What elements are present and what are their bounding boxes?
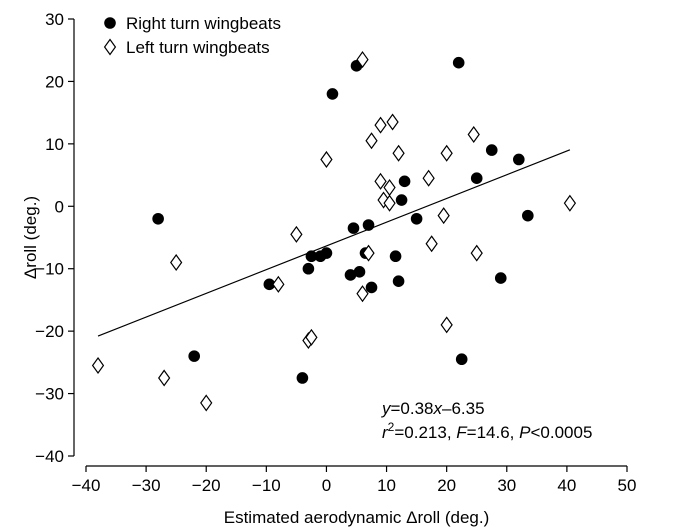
right-turn-point xyxy=(326,88,339,100)
legend-label-left-turn: Left turn wingbeats xyxy=(126,38,270,57)
left-turn-point xyxy=(467,125,480,144)
left-turn-point xyxy=(158,369,171,387)
left-turn-point xyxy=(356,51,369,69)
right-turn-point xyxy=(305,250,318,263)
left-turn-point xyxy=(470,244,483,262)
legend: Right turn wingbeats Left turn wingbeats xyxy=(103,14,281,57)
left-turn-point xyxy=(377,191,390,209)
x-ticks: −40 −30 −20 −10 0 10 20 30 40 50 xyxy=(72,466,637,495)
left-turn-point xyxy=(422,169,435,187)
y-tick-label: 0 xyxy=(55,197,64,216)
right-turn-point xyxy=(455,353,468,366)
left-turn-point xyxy=(374,172,387,190)
legend-label-right-turn: Right turn wingbeats xyxy=(126,14,281,33)
y-tick-label: −10 xyxy=(35,260,64,279)
left-turn-point xyxy=(356,285,369,303)
right-turn-point xyxy=(410,212,423,225)
right-turn-point xyxy=(263,278,276,291)
x-tick-label: 10 xyxy=(377,476,396,495)
left-turn-point xyxy=(272,275,285,293)
right-turn-point xyxy=(188,350,200,362)
x-tick-label: 20 xyxy=(437,476,456,495)
right-turn-point xyxy=(344,269,357,281)
x-tick-label: 30 xyxy=(497,476,516,495)
left-turn-point xyxy=(440,144,453,162)
right-turn-point xyxy=(395,194,408,206)
right-turn-point xyxy=(320,247,333,259)
left-turn-point xyxy=(200,394,213,412)
right-turn-point xyxy=(302,262,315,275)
y-tick-label: 30 xyxy=(45,10,64,29)
right-turn-point xyxy=(152,212,164,225)
x-tick-label: −20 xyxy=(192,476,221,495)
x-tick-label: −10 xyxy=(252,476,281,495)
right-turn-point xyxy=(296,372,309,384)
left-turn-point xyxy=(392,144,405,162)
right-turn-point xyxy=(513,153,525,166)
left-turn-point xyxy=(440,316,453,334)
left-turn-point xyxy=(386,113,399,131)
left-turn-point xyxy=(362,244,375,262)
right-turn-point xyxy=(470,172,483,184)
right-turn-point xyxy=(392,275,405,288)
left-turn-point xyxy=(290,225,303,243)
left-turn-point xyxy=(425,235,438,253)
legend-marker-left-turn xyxy=(103,38,117,56)
x-tick-label: −30 xyxy=(132,476,161,495)
left-turn-point xyxy=(437,207,450,225)
left-turn-point xyxy=(383,194,396,212)
right-turn-point xyxy=(452,56,465,69)
y-tick-label: −40 xyxy=(35,447,64,466)
regression-equation: y=0.38x–6.35 xyxy=(381,399,485,418)
data-points xyxy=(91,51,577,412)
x-tick-label: 0 xyxy=(322,476,331,495)
y-tick-label: −20 xyxy=(35,322,64,341)
left-turn-point xyxy=(91,356,105,375)
y-tick-label: 10 xyxy=(45,135,64,154)
y-ticks: −40 −30 −20 −10 0 10 20 30 xyxy=(35,10,74,466)
x-tick-label: 40 xyxy=(557,476,576,495)
right-turn-point xyxy=(365,281,378,294)
left-turn-point xyxy=(320,150,333,168)
right-turn-point xyxy=(362,219,375,231)
left-turn-point xyxy=(305,328,318,346)
right-turn-point xyxy=(398,175,411,188)
left-turn-point xyxy=(374,116,387,134)
right-turn-point xyxy=(494,272,507,284)
x-tick-label: 50 xyxy=(618,476,637,495)
y-tick-label: 20 xyxy=(45,72,64,91)
left-turn-point xyxy=(563,194,577,212)
right-turn-point xyxy=(347,222,360,234)
right-turn-point xyxy=(485,144,498,156)
right-turn-point xyxy=(353,266,366,278)
x-axis-title: Estimated aerodynamic Δroll (deg.) xyxy=(224,508,490,527)
regression-statistics: r2=0.213, F=14.6, P<0.0005 xyxy=(382,420,592,442)
right-turn-point xyxy=(389,250,402,263)
regression-line xyxy=(97,149,571,337)
left-turn-point xyxy=(170,253,183,271)
axes: −40 −30 −20 −10 0 10 20 30 40 50 −40 −30 −20 −10 0 10 2… xyxy=(35,10,636,495)
left-turn-point xyxy=(365,132,378,150)
legend-marker-right-turn xyxy=(104,17,116,29)
right-turn-point xyxy=(522,209,534,222)
y-tick-label: −30 xyxy=(35,385,64,404)
x-tick-label: −40 xyxy=(72,476,101,495)
y-axis-title: Δroll (deg.) xyxy=(21,196,40,279)
